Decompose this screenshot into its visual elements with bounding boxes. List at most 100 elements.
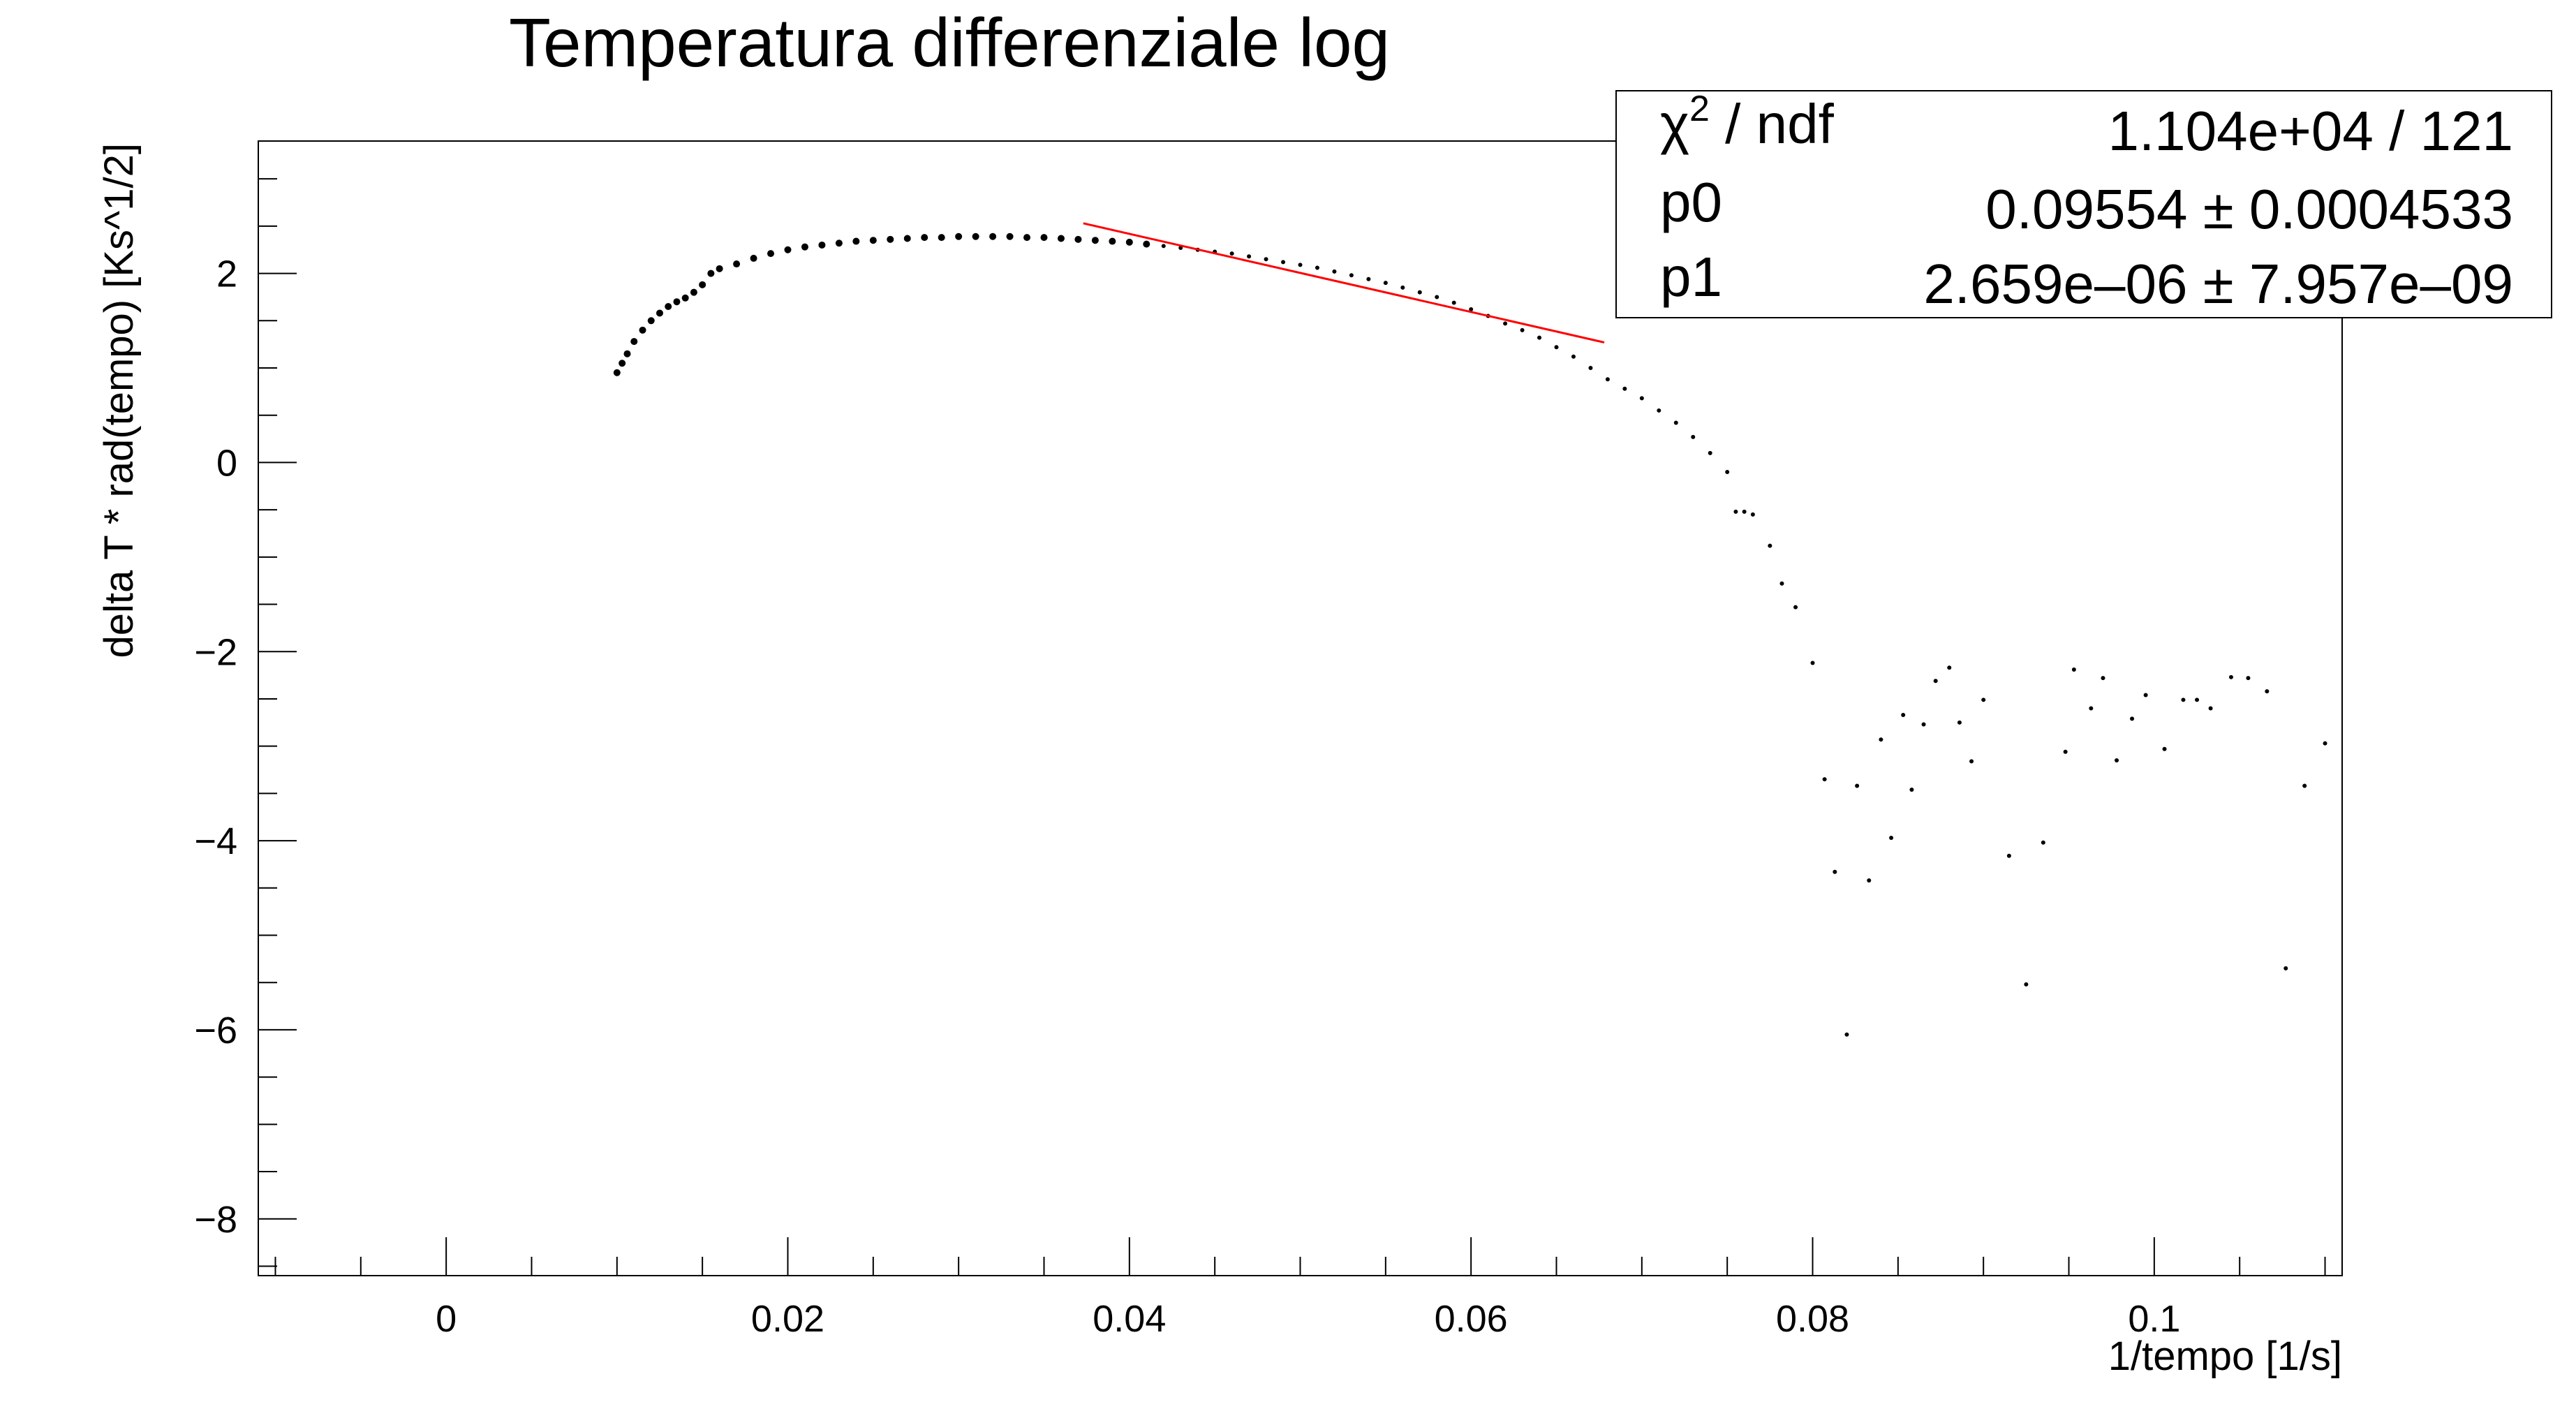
data-point bbox=[2101, 676, 2105, 681]
stats-value-p0: 0.09554 ± 0.0004533 bbox=[1985, 178, 2513, 240]
data-point bbox=[623, 350, 631, 357]
fit-line bbox=[1083, 222, 1605, 344]
data-point bbox=[1588, 366, 1593, 370]
data-point bbox=[639, 326, 646, 334]
data-point bbox=[903, 235, 911, 242]
data-points bbox=[613, 233, 2327, 1037]
data-point bbox=[1691, 434, 1696, 439]
data-point bbox=[869, 237, 877, 244]
data-point bbox=[2323, 741, 2327, 746]
data-point bbox=[1109, 237, 1116, 245]
data-point bbox=[619, 360, 626, 367]
data-point bbox=[1074, 235, 1082, 243]
data-point bbox=[1779, 581, 1784, 586]
data-point bbox=[1768, 543, 1772, 548]
stats-label-p0: p0 bbox=[1660, 171, 1722, 233]
data-point bbox=[1879, 737, 1883, 742]
data-point bbox=[1315, 265, 1319, 270]
data-point bbox=[707, 270, 715, 277]
data-point bbox=[2246, 676, 2251, 681]
stats-value-p1: 2.659e–06 ± 7.957e–09 bbox=[1923, 253, 2513, 315]
data-point bbox=[1435, 295, 1439, 300]
data-point bbox=[1349, 273, 1354, 278]
data-point bbox=[784, 246, 792, 253]
y-tick-label: −6 bbox=[194, 1010, 237, 1052]
data-point bbox=[1844, 1032, 1849, 1037]
data-point bbox=[665, 302, 672, 310]
data-point bbox=[2143, 693, 2148, 698]
data-point bbox=[1469, 307, 1474, 312]
data-point bbox=[1909, 787, 1914, 792]
data-point bbox=[613, 369, 621, 376]
data-point bbox=[1520, 327, 1525, 332]
data-point bbox=[2283, 966, 2288, 971]
data-point bbox=[852, 237, 860, 245]
data-point bbox=[1957, 720, 1962, 725]
data-point bbox=[1537, 335, 1542, 340]
data-point bbox=[2130, 716, 2135, 721]
data-point bbox=[2208, 706, 2213, 711]
data-point bbox=[1822, 777, 1827, 782]
data-point bbox=[2195, 698, 2200, 702]
data-point bbox=[1554, 345, 1559, 350]
y-tick-label: 0 bbox=[216, 442, 237, 484]
x-tick-label: 0.04 bbox=[1093, 1298, 1166, 1340]
data-point bbox=[733, 260, 741, 268]
data-point bbox=[2302, 783, 2307, 788]
x-tick-label: 0.1 bbox=[2128, 1298, 2180, 1340]
stats-box: χ2 / ndf 1.104e+04 / 121 p0 0.09554 ± 0.… bbox=[1615, 89, 2552, 318]
data-point bbox=[690, 288, 697, 296]
data-point bbox=[1057, 235, 1065, 242]
data-point bbox=[1889, 836, 1894, 841]
data-point bbox=[1810, 661, 1815, 665]
data-point bbox=[818, 241, 826, 249]
x-tick-label: 0.08 bbox=[1776, 1298, 1849, 1340]
y-tick-label: −2 bbox=[194, 631, 237, 673]
data-point bbox=[1605, 377, 1610, 382]
data-point bbox=[835, 239, 843, 247]
data-point bbox=[1733, 509, 1738, 514]
x-tick-label: 0.02 bbox=[751, 1298, 824, 1340]
y-tick-label: −8 bbox=[194, 1199, 237, 1241]
data-point bbox=[1125, 238, 1133, 246]
x-tick-label: 0.06 bbox=[1435, 1298, 1508, 1340]
stats-box-frame bbox=[1615, 90, 2552, 318]
data-point bbox=[699, 281, 706, 288]
data-point bbox=[1969, 759, 1974, 764]
data-point bbox=[1901, 712, 1906, 717]
data-point bbox=[1281, 260, 1286, 265]
data-point bbox=[1657, 408, 1661, 413]
data-point bbox=[1725, 469, 1730, 474]
data-point bbox=[1639, 396, 1644, 401]
stats-label-p1: p1 bbox=[1660, 246, 1722, 308]
data-point bbox=[750, 254, 757, 262]
data-point bbox=[1247, 254, 1252, 259]
data-point bbox=[1981, 698, 1986, 702]
stats-value-chi2: 1.104e+04 / 121 bbox=[2108, 100, 2513, 162]
stats-label-chi2: χ2 / ndf bbox=[1660, 89, 1835, 155]
data-point bbox=[1622, 386, 1627, 391]
data-point bbox=[2071, 667, 2076, 672]
data-point bbox=[1947, 665, 1952, 670]
data-point bbox=[2181, 698, 2186, 702]
data-point bbox=[673, 298, 681, 306]
data-point bbox=[1673, 420, 1678, 425]
data-point bbox=[1793, 605, 1798, 610]
data-point bbox=[1383, 281, 1388, 286]
data-point bbox=[972, 233, 979, 240]
axis-ticks bbox=[258, 178, 2326, 1276]
data-point bbox=[1933, 679, 1938, 684]
data-point bbox=[1750, 512, 1755, 517]
data-point bbox=[2162, 746, 2167, 751]
data-point bbox=[989, 233, 997, 240]
x-tick-label: 0 bbox=[436, 1298, 457, 1340]
data-point bbox=[1451, 300, 1456, 305]
data-point bbox=[938, 234, 945, 242]
data-point bbox=[716, 265, 723, 272]
data-point bbox=[955, 233, 963, 240]
data-point bbox=[801, 243, 808, 251]
data-point bbox=[2041, 840, 2045, 845]
y-tick-label: 2 bbox=[216, 253, 237, 295]
data-point bbox=[2063, 749, 2068, 754]
